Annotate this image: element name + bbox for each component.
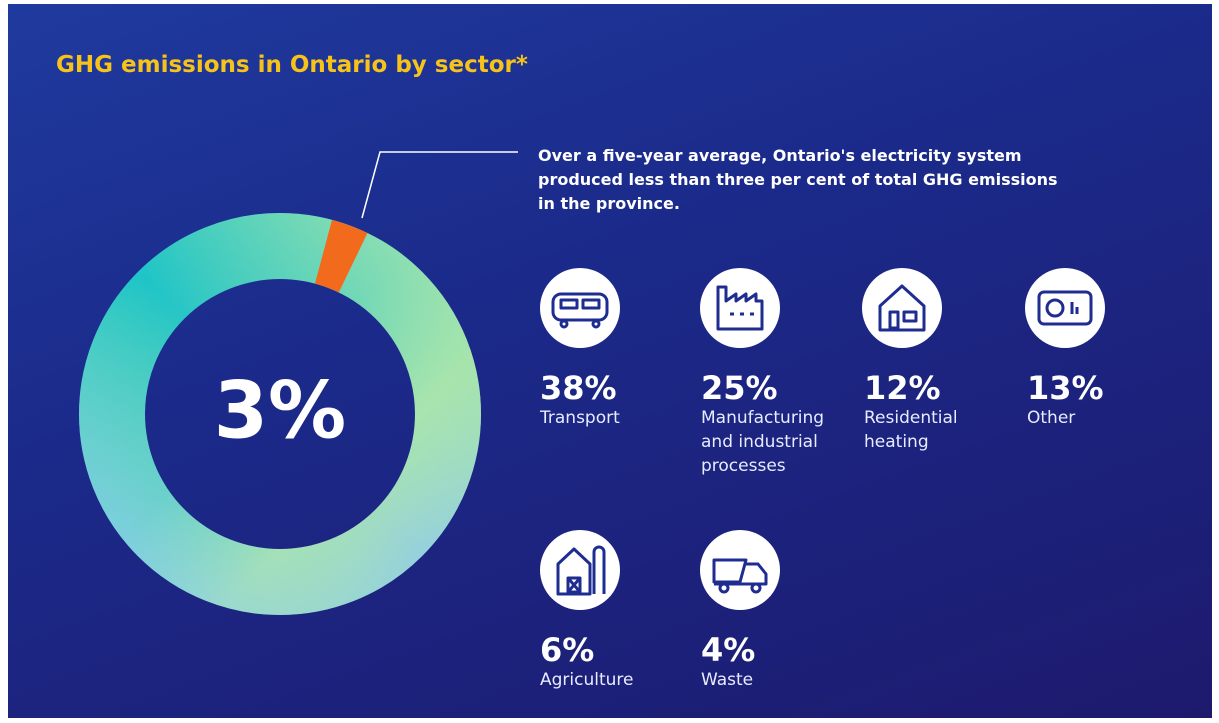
sector-value: 4% [701,631,756,669]
leader-line [361,151,518,219]
sector: 38% Transport [540,370,690,430]
icons [551,284,1093,596]
sector: 6% Agriculture [540,632,690,692]
sector: 25% Manufacturing and industrial processe… [701,370,841,478]
sector-value: 12% [864,369,941,407]
annotation: Over a five-year average, Ontario's elec… [538,146,1058,213]
sector: 4% Waste [701,632,851,692]
sector-label: Residential heating [864,408,958,452]
sector-label: Agriculture [540,670,634,690]
title: GHG emissions in Ontario by sector* [56,52,528,78]
sector-label: Waste [701,670,754,690]
chart: 3% [79,151,1105,615]
sector-value: 6% [540,631,595,669]
sector: 13% Other [1027,370,1177,430]
sector-value: 25% [701,369,778,407]
donut-ring-shade [79,213,481,615]
sector-value: 38% [540,369,617,407]
sector: 12% Residential heating [864,370,984,454]
center-label: 3% [214,366,346,456]
sector-label: Manufacturing and industrial processes [701,408,825,476]
sector-value: 13% [1027,369,1104,407]
donut-slice [314,219,368,293]
sector-label: Transport [540,408,620,428]
infographic: 3% GHG emissions in Ontario by sector* O… [8,4,1212,718]
sector-label: Other [1027,408,1076,428]
